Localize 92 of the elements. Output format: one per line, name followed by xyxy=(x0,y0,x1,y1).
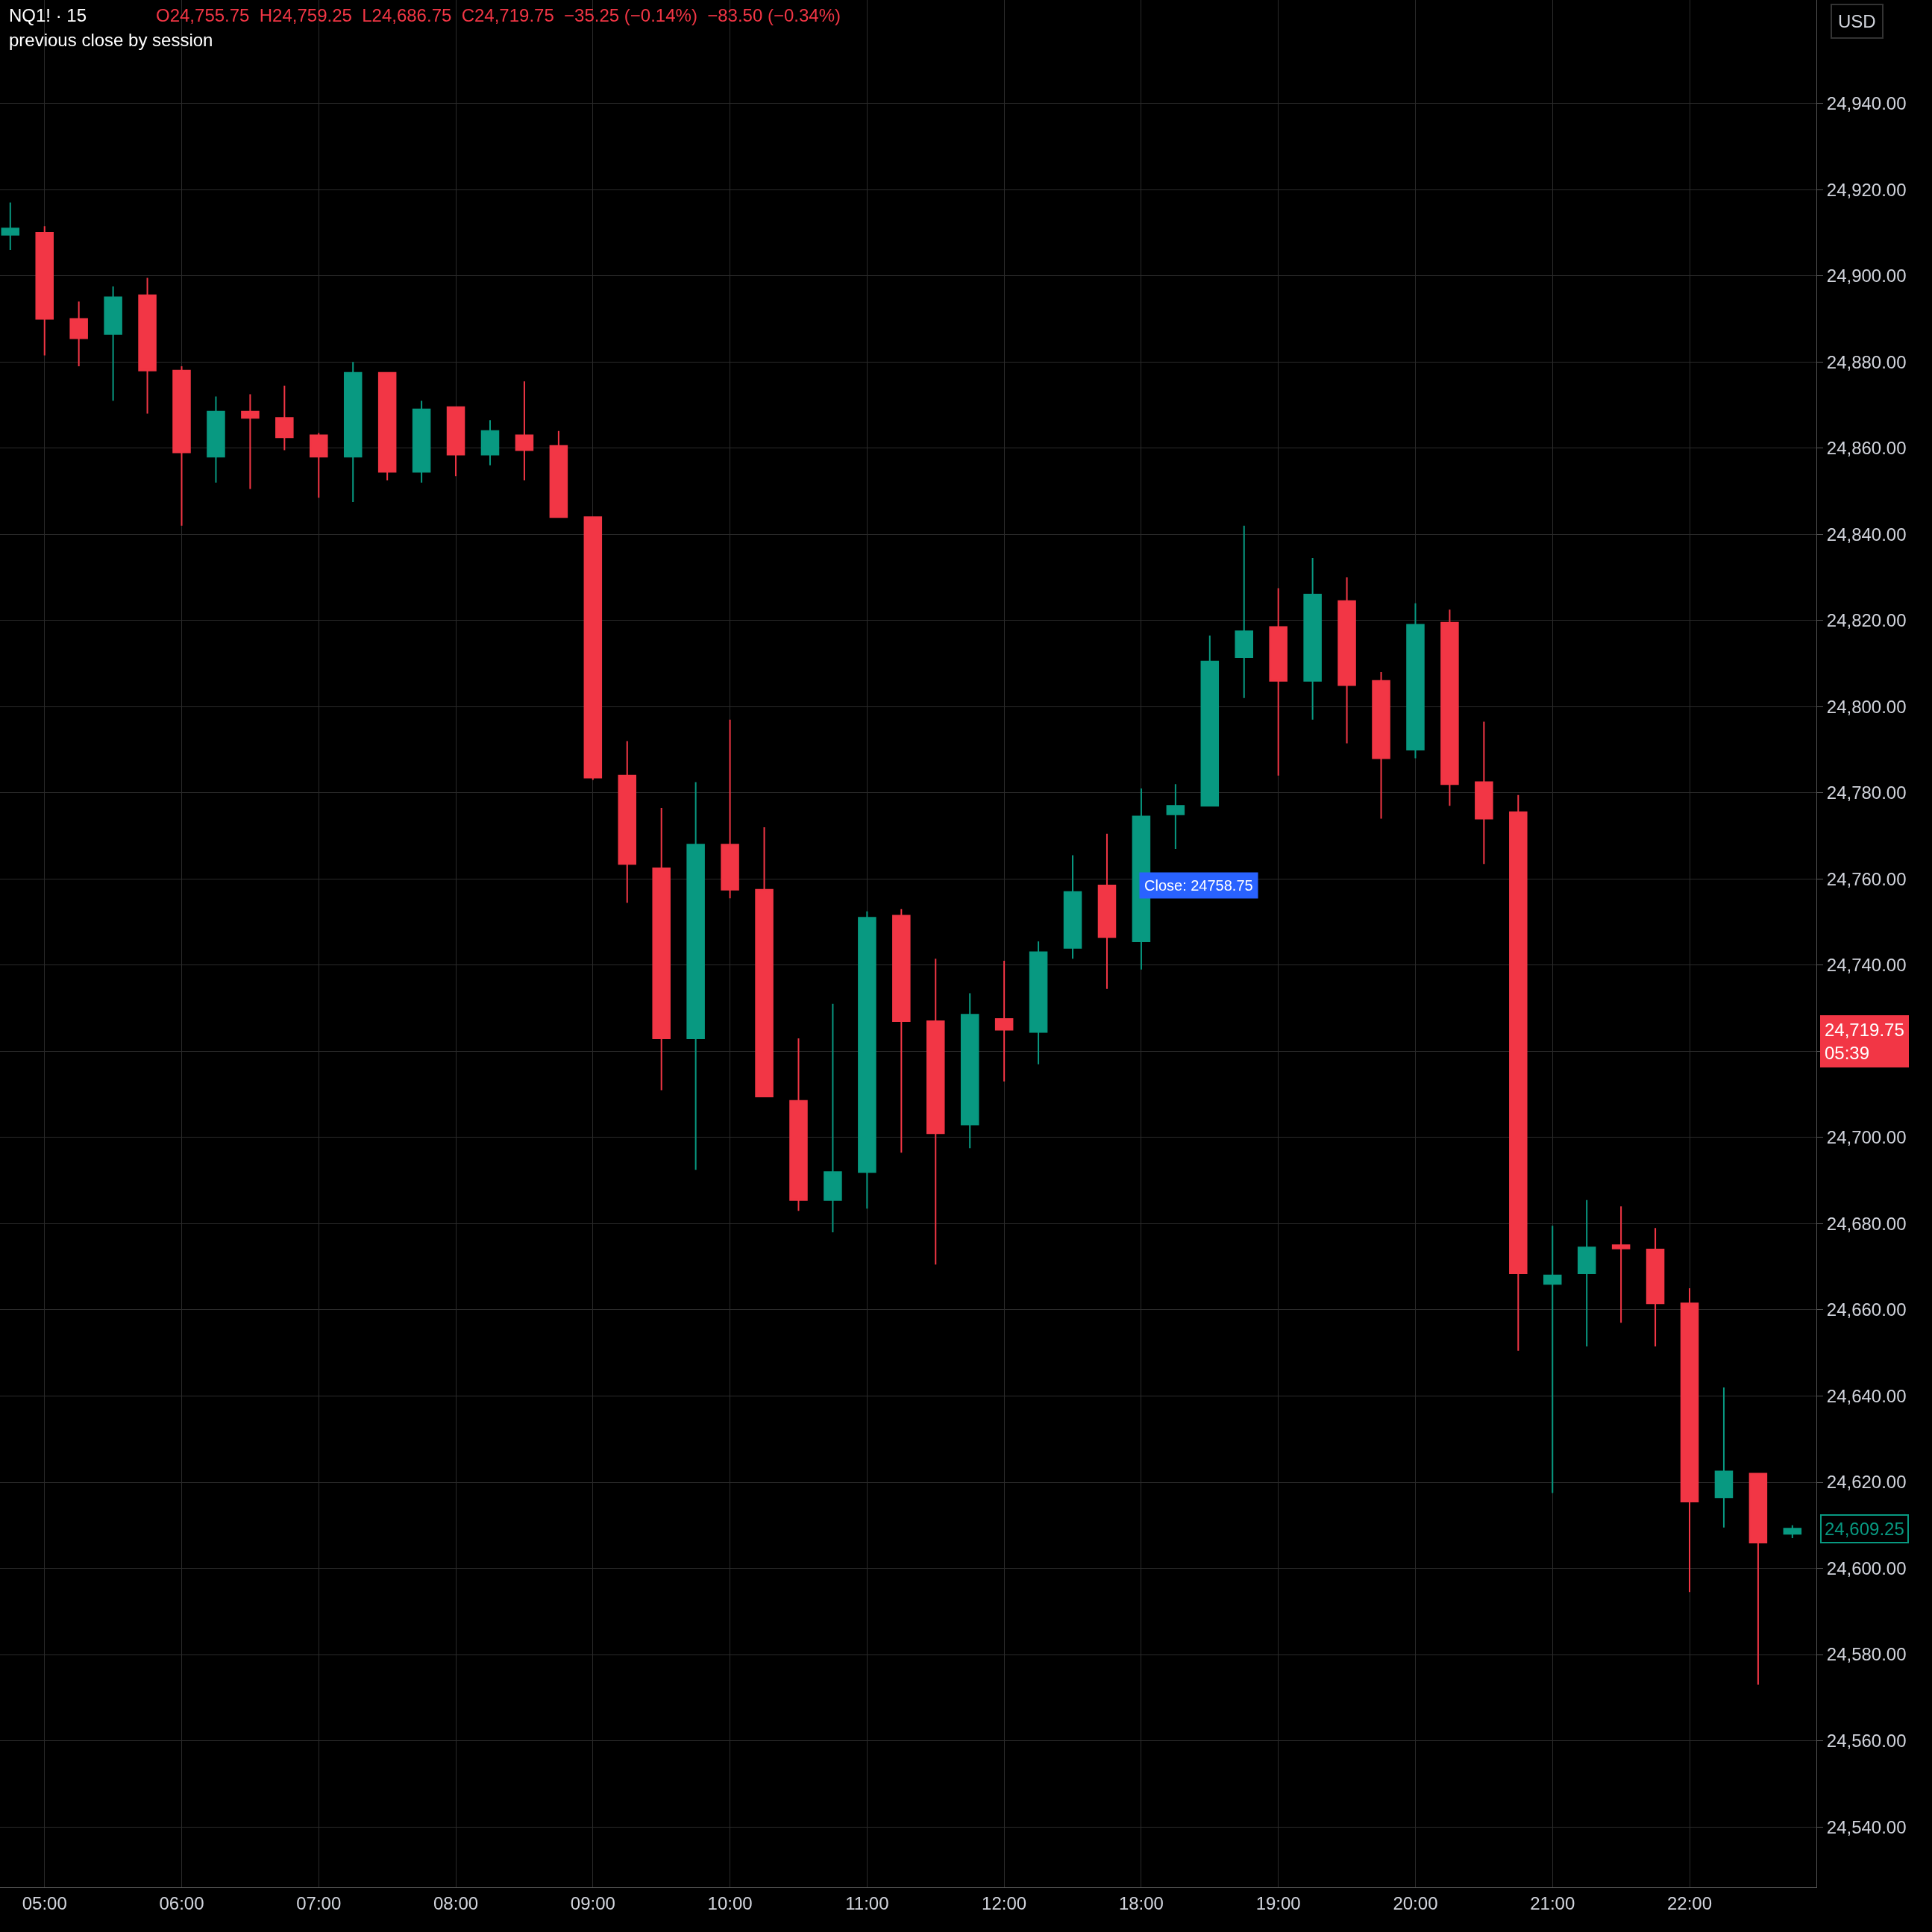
candlestick xyxy=(1475,721,1493,865)
candlestick xyxy=(138,277,157,415)
candlestick xyxy=(1646,1227,1665,1348)
candlestick xyxy=(1269,587,1288,777)
candlestick xyxy=(1166,783,1185,850)
x-tick-label: 09:00 xyxy=(570,1892,615,1913)
y-tick-label: 24,760.00 xyxy=(1826,868,1907,889)
candlestick xyxy=(1783,1524,1802,1540)
candlestick xyxy=(686,781,705,1171)
candlestick xyxy=(892,908,911,1154)
y-tick-label: 24,920.00 xyxy=(1826,179,1907,200)
annotation: Close: 24758.75 xyxy=(1144,877,1253,894)
x-tick-label: 06:00 xyxy=(159,1892,204,1913)
candlestick xyxy=(1063,854,1082,960)
candlestick xyxy=(1235,524,1253,699)
candlestick xyxy=(412,400,431,483)
text: USD xyxy=(1838,11,1876,31)
text: 24,609.25 xyxy=(1825,1519,1904,1539)
candlestick xyxy=(310,432,328,499)
y-tick-label: 24,700.00 xyxy=(1826,1127,1907,1148)
y-tick-label: 24,940.00 xyxy=(1826,93,1907,114)
candlestick xyxy=(104,286,122,402)
candlestick xyxy=(755,827,774,1098)
candlestick xyxy=(207,395,225,483)
x-tick-label: 18:00 xyxy=(1118,1892,1164,1913)
y-tick-label: 24,540.00 xyxy=(1826,1816,1907,1837)
x-tick-label: 10:00 xyxy=(707,1892,753,1913)
x-tick-label: 05:00 xyxy=(22,1892,67,1913)
candlestick xyxy=(35,225,54,357)
y-tick-label: 24,780.00 xyxy=(1826,782,1907,803)
candlestick xyxy=(446,406,465,477)
candlestick xyxy=(1680,1288,1699,1593)
y-tick-label: 24,740.00 xyxy=(1826,955,1907,976)
candlestick xyxy=(275,384,294,451)
candlestick xyxy=(652,807,671,1091)
x-tick-label: 21:00 xyxy=(1530,1892,1575,1913)
candlestick xyxy=(1200,635,1220,807)
y-tick-label: 24,840.00 xyxy=(1826,524,1907,545)
candlestick xyxy=(515,380,534,482)
candlestick xyxy=(1029,941,1048,1065)
x-tick-label: 12:00 xyxy=(982,1892,1027,1913)
y-tick-label: 24,680.00 xyxy=(1826,1213,1907,1234)
candlestick xyxy=(583,516,603,781)
candlestick xyxy=(1611,1205,1631,1324)
y-tick-label: 24,860.00 xyxy=(1826,438,1907,459)
x-tick-label: 22:00 xyxy=(1666,1892,1713,1913)
y-tick-label: 24,580.00 xyxy=(1826,1644,1907,1665)
y-tick-label: 24,880.00 xyxy=(1826,351,1907,372)
chart-title: NQ1! · 15 xyxy=(9,5,87,25)
candlestick xyxy=(1097,832,1117,990)
y-tick-label: 24,660.00 xyxy=(1826,1299,1907,1320)
text: 24,719.75 05:39 xyxy=(1825,1020,1904,1064)
annotation: O24,755.75 H24,759.25 L24,686.75 C24,719.75 −35.25 (−0.14%) −83.50 (−0.34%) xyxy=(156,5,841,25)
candlestick xyxy=(343,361,363,503)
candlestick xyxy=(1,201,20,251)
candlestick xyxy=(1714,1386,1734,1528)
candlestick xyxy=(789,1038,808,1212)
y-tick-label: 24,800.00 xyxy=(1826,696,1907,717)
candlestick xyxy=(549,430,568,518)
candlestick xyxy=(926,958,945,1266)
x-tick-label: 11:00 xyxy=(845,1892,889,1913)
candlestick xyxy=(69,301,88,367)
y-tick-label: 24,640.00 xyxy=(1826,1385,1907,1406)
x-tick-label: 08:00 xyxy=(433,1892,479,1913)
candlestick xyxy=(1337,577,1356,744)
text: previous close by session xyxy=(9,30,213,50)
candlestick xyxy=(1406,602,1425,759)
candlestick xyxy=(858,910,876,1210)
candlestick xyxy=(1577,1199,1596,1348)
candlestick xyxy=(1748,1472,1768,1686)
x-tick-label: 19:00 xyxy=(1255,1892,1301,1913)
y-tick-label: 24,560.00 xyxy=(1826,1731,1907,1751)
y-tick-label: 24,820.00 xyxy=(1826,610,1907,631)
candlestick xyxy=(1543,1225,1562,1494)
y-tick-label: 24,900.00 xyxy=(1826,266,1907,286)
candlestick xyxy=(994,960,1014,1082)
candlestick xyxy=(172,365,191,527)
x-tick-label: 20:00 xyxy=(1393,1892,1438,1913)
candlestick xyxy=(960,992,979,1150)
candlestick xyxy=(1440,609,1459,807)
candlestick xyxy=(480,419,500,466)
y-tick-label: 24,620.00 xyxy=(1826,1472,1907,1493)
candlestick xyxy=(241,393,260,490)
x-tick-label: 07:00 xyxy=(296,1892,342,1913)
candlestick xyxy=(1372,671,1390,820)
y-tick-label: 24,600.00 xyxy=(1826,1558,1907,1578)
candlestick xyxy=(1509,794,1528,1352)
candlestick xyxy=(377,371,397,482)
candlestick xyxy=(618,740,637,904)
candlestick xyxy=(824,1003,842,1234)
candlestick xyxy=(1303,557,1322,721)
candlestick xyxy=(721,718,739,900)
